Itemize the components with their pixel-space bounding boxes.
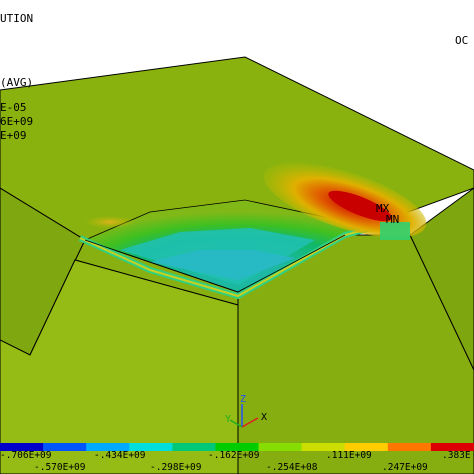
legend-bottom-label: -.298E+09 [150, 462, 202, 473]
header-line-1: UTION [0, 12, 33, 25]
model-geometry [0, 56, 474, 474]
plot-header: UTION (AVG) E-05 6E+09 E+09 OC [0, 12, 468, 142]
basin-edge-line [84, 234, 346, 293]
triad-z-label: Z [240, 394, 246, 405]
triad-x-axis [241, 417, 259, 428]
legend-swatch [301, 443, 346, 451]
legend-bottom-labels: -.570E+09 -.298E+09 -.254E+08 .247E+09 [34, 462, 428, 473]
legend-top-label: -.706E+09 [0, 450, 52, 461]
right-face [409, 187, 474, 371]
front-face [0, 259, 239, 474]
legend-swatch [258, 443, 303, 451]
contour-band-teal [150, 250, 295, 280]
legend-swatch [129, 443, 173, 451]
legend-bottom-label: .247E+09 [382, 462, 428, 473]
legend-top-labels: -.706E+09 -.434E+09 -.162E+09 .111E+09 .… [0, 450, 471, 461]
triad-y-axis [229, 419, 243, 428]
legend-bottom-label: -.254E+08 [266, 462, 318, 473]
legend-bottom-label: -.570E+09 [34, 462, 86, 473]
color-legend [0, 443, 474, 451]
header-line-5: E+09 [0, 129, 27, 142]
min-marker: MN [386, 213, 399, 226]
legend-swatch [344, 443, 389, 451]
legend-swatch [215, 443, 260, 451]
legend-swatch [43, 443, 87, 451]
legend-top-label: .111E+09 [326, 450, 372, 461]
header-line-2: (AVG) [0, 76, 33, 89]
triad-x-label: X [261, 412, 267, 423]
axis-triad: Z X Y [225, 394, 267, 428]
header-line-3: E-05 [0, 101, 27, 114]
legend-swatch [430, 443, 474, 451]
date-stub: OC [455, 34, 468, 47]
max-marker: MX [376, 202, 390, 215]
legend-top-label: -.434E+09 [94, 450, 146, 461]
legend-top-label: .383E [442, 450, 471, 461]
legend-swatch [387, 443, 432, 451]
legend-swatch [172, 443, 216, 451]
legend-swatch [0, 443, 44, 451]
right-edge-patch [380, 222, 410, 240]
legend-top-label: -.162E+09 [208, 450, 260, 461]
warm-zone-left [85, 216, 135, 228]
triad-y-label: Y [225, 414, 231, 425]
stress-maximum-zone [328, 190, 392, 222]
header-line-4: 6E+09 [0, 115, 33, 128]
legend-swatch [86, 443, 130, 451]
